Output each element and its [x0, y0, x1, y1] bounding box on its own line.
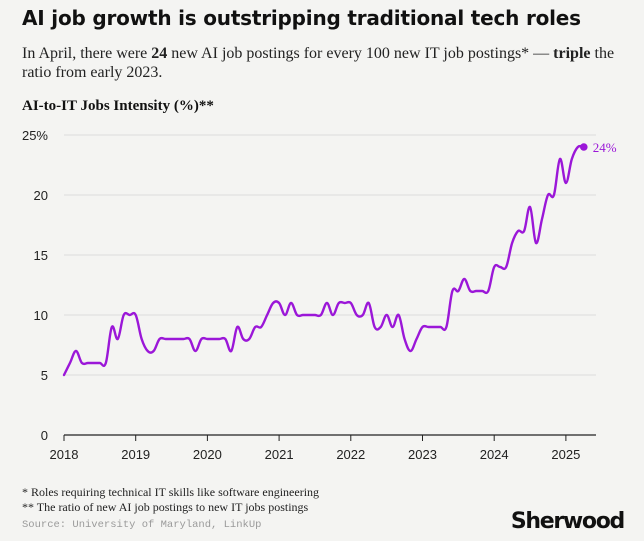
- subtitle-text-2: new AI job postings for every 100 new IT…: [167, 45, 554, 62]
- x-tick-label: 2021: [265, 447, 294, 462]
- y-tick-label: 20: [34, 188, 48, 203]
- x-tick-label: 2024: [480, 447, 509, 462]
- y-tick-label: 15: [34, 248, 48, 263]
- subtitle-text-3: the ratio from early 2023.: [22, 45, 615, 81]
- end-value-label: 24%: [593, 140, 617, 155]
- chart-title: AI job growth is outstripping traditiona…: [22, 6, 581, 30]
- series-line: [62, 144, 586, 377]
- line-chart: 0 5 10 15 20 25% 2018 2019 2020 2021 2022 2023 2024 2…: [22, 128, 617, 462]
- chart-subtitle: In April, there were 24 new AI job posti…: [22, 44, 622, 82]
- x-tick-label: 2022: [336, 447, 365, 462]
- subtitle-highlight-ratio: 24: [151, 45, 168, 62]
- sherwood-logo: Sherwood: [510, 509, 625, 534]
- y-tick-label: 5: [41, 368, 48, 383]
- source-note: Source: University of Maryland, LinkUp: [22, 519, 262, 531]
- footnote-roles: * Roles requiring technical IT skills li…: [22, 485, 320, 499]
- y-tick-label: 0: [41, 428, 48, 443]
- y-axis-title: AI-to-IT Jobs Intensity (%)**: [22, 98, 214, 114]
- subtitle-text-1: In April, there were: [22, 45, 152, 62]
- y-tick-label: 10: [34, 308, 48, 323]
- footnote-ratio: ** The ratio of new AI job postings to n…: [22, 500, 309, 514]
- x-tick-label: 2018: [50, 447, 79, 462]
- x-tick-label: 2019: [121, 447, 150, 462]
- subtitle-highlight-triple: triple: [553, 45, 591, 62]
- y-tick-label: 25%: [22, 128, 48, 143]
- x-tick-label: 2020: [193, 447, 222, 462]
- x-tick-label: 2025: [551, 447, 580, 462]
- x-tick-label: 2023: [408, 447, 437, 462]
- end-point-marker: [580, 143, 588, 151]
